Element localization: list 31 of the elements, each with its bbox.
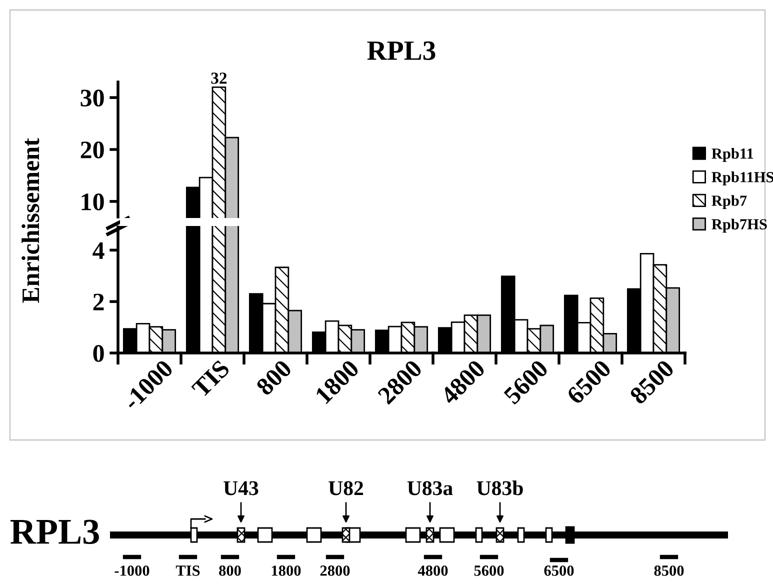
x-tick-label: 8500	[628, 359, 675, 406]
y-tick-label: 10	[82, 193, 104, 210]
legend-label: Rpb7HS	[712, 218, 767, 233]
text: U43	[224, 481, 258, 496]
y-tick-label: 0	[93, 345, 104, 362]
text: 8500	[654, 566, 684, 576]
chart-title: RPL3	[367, 41, 436, 60]
text: -1000	[114, 566, 150, 576]
text: 4800	[418, 566, 448, 576]
y-axis-title: Enrichissement	[22, 138, 40, 303]
x-tick-label: 800	[255, 359, 293, 396]
y-tick-label: 20	[80, 142, 104, 158]
legend-label: Rpb11	[712, 148, 754, 162]
legend-label: Rpb7	[712, 195, 747, 209]
x-tick-label: TIS	[191, 359, 230, 399]
text: U83b	[476, 480, 523, 496]
y-tick-label: 2	[93, 294, 104, 310]
text: 800	[219, 566, 241, 576]
x-tick-label: 4800	[440, 359, 486, 406]
text: 1800	[272, 566, 301, 576]
text: 5600	[474, 566, 504, 576]
text: 2800	[320, 566, 350, 576]
text: U82	[328, 481, 364, 496]
x-tick-label: 6500	[566, 359, 612, 406]
y-tick-label: 4	[92, 242, 104, 259]
text: U83a	[407, 481, 453, 496]
text: RPL3	[10, 520, 99, 544]
y-tick-label: 30	[80, 90, 104, 106]
text: TIS	[176, 566, 200, 576]
text: 6500	[544, 566, 574, 576]
data-label: 32	[211, 72, 227, 84]
